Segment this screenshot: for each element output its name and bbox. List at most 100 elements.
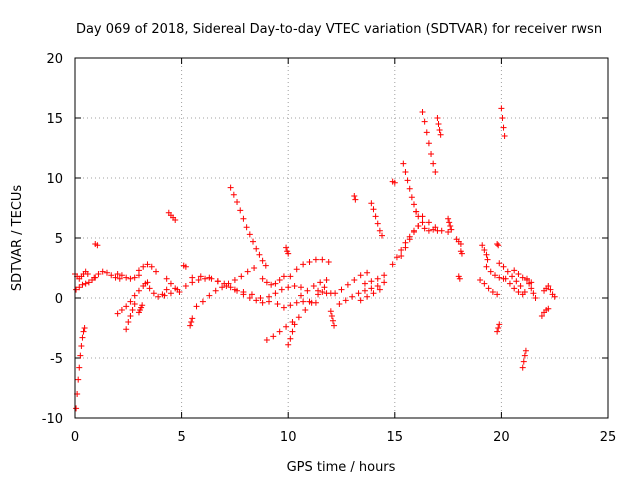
data-point — [511, 267, 518, 274]
data-point — [266, 293, 273, 300]
data-point — [349, 293, 356, 300]
data-point — [84, 271, 91, 277]
data-point — [434, 227, 441, 234]
data-point — [231, 277, 238, 283]
data-point — [434, 115, 441, 121]
series-arc-9 — [135, 302, 146, 316]
data-point — [419, 213, 426, 220]
data-point — [364, 293, 371, 300]
data-point — [519, 274, 526, 281]
data-point — [370, 290, 377, 297]
data-point — [357, 297, 364, 304]
data-point — [502, 275, 509, 282]
data-point — [285, 341, 292, 348]
data-point — [78, 343, 85, 349]
data-point — [193, 303, 200, 310]
series-arc-46 — [453, 236, 464, 247]
data-point — [481, 247, 488, 253]
data-point — [323, 277, 330, 283]
data-point — [238, 273, 245, 280]
data-point — [187, 322, 194, 329]
data-point — [398, 247, 405, 253]
data-point — [368, 285, 375, 292]
data-point — [489, 289, 496, 295]
data-point — [421, 118, 428, 125]
data-point — [530, 290, 537, 297]
grid-layer — [75, 58, 608, 418]
data-point — [287, 302, 294, 309]
data-point — [496, 260, 503, 267]
data-point — [402, 169, 409, 175]
data-point — [425, 227, 432, 234]
series-arc-16 — [187, 315, 196, 329]
data-point — [501, 133, 508, 139]
data-point — [243, 224, 250, 231]
series-arc-59 — [523, 275, 539, 301]
data-point — [445, 229, 452, 235]
data-point — [515, 289, 522, 295]
y-tick-label: 5 — [55, 232, 63, 247]
data-point — [112, 274, 119, 281]
data-point — [374, 283, 381, 289]
data-point — [182, 283, 189, 289]
series-arc-45 — [445, 215, 455, 233]
data-point — [174, 286, 181, 293]
data-point — [327, 308, 334, 315]
data-point — [302, 307, 309, 313]
data-point — [75, 376, 82, 383]
data-point — [274, 301, 281, 307]
data-point — [263, 279, 270, 286]
data-point — [376, 286, 383, 293]
data-point — [259, 299, 266, 306]
data-point — [139, 302, 146, 309]
data-point — [80, 328, 87, 335]
data-point — [310, 283, 317, 289]
data-point — [494, 291, 501, 298]
data-point — [246, 295, 253, 301]
series-arc-19 — [189, 273, 281, 307]
data-point — [319, 289, 326, 295]
data-point — [81, 325, 88, 331]
data-point — [351, 277, 358, 283]
data-point — [285, 250, 292, 257]
data-point — [99, 268, 106, 275]
data-point — [391, 179, 398, 186]
data-point — [142, 280, 149, 287]
data-point — [547, 286, 554, 293]
data-point — [79, 281, 86, 288]
data-point — [499, 115, 506, 121]
data-point — [500, 263, 507, 270]
data-point — [223, 283, 230, 289]
data-point — [123, 326, 130, 333]
data-point — [85, 279, 92, 286]
data-point — [402, 244, 409, 251]
series-arc-60 — [538, 305, 552, 319]
data-point — [532, 295, 539, 301]
series-arc-26 — [285, 321, 298, 348]
series-arc-43 — [421, 225, 441, 234]
data-point — [95, 271, 102, 277]
data-point — [257, 295, 264, 301]
data-point — [398, 253, 405, 259]
data-point — [172, 217, 179, 223]
data-point — [344, 281, 351, 288]
series-arc-47 — [455, 273, 463, 282]
data-point — [506, 280, 513, 287]
data-point — [300, 298, 307, 305]
data-point — [498, 105, 505, 112]
data-point — [272, 290, 279, 297]
chart-title: Day 069 of 2018, Sidereal Day-to-day VTE… — [76, 22, 602, 37]
data-point — [127, 275, 134, 282]
data-point — [161, 292, 168, 299]
data-point — [374, 220, 381, 227]
data-point — [212, 287, 219, 294]
series-arc-34 — [357, 286, 383, 304]
data-point — [123, 274, 130, 281]
series-arc-48 — [457, 248, 465, 257]
x-tick-label: 15 — [387, 430, 404, 445]
series-arc-53 — [494, 321, 503, 335]
data-point — [244, 268, 251, 275]
data-point — [118, 272, 125, 279]
data-point — [545, 283, 552, 289]
series-arc-28 — [297, 277, 330, 299]
